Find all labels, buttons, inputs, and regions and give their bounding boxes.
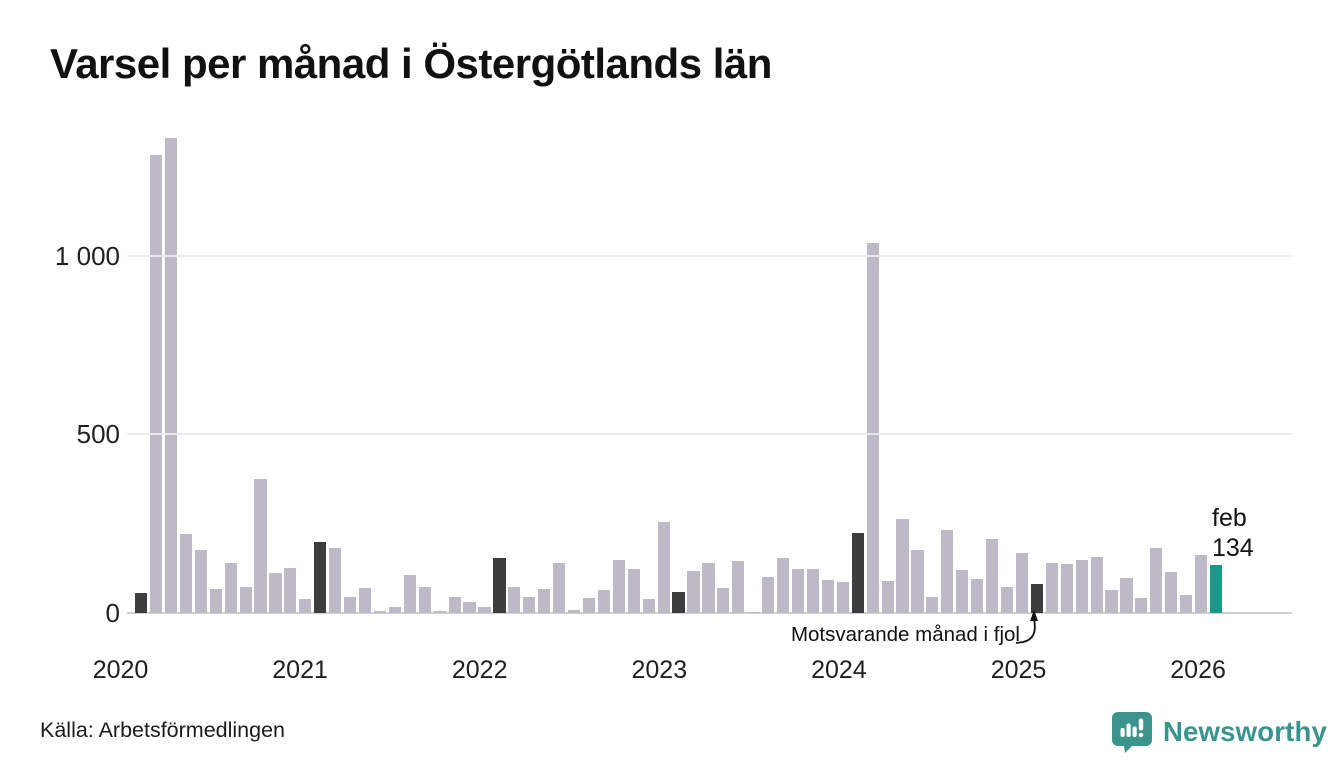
bar-month <box>433 610 446 613</box>
bar-month <box>149 155 163 613</box>
bar-month <box>463 601 476 613</box>
bar-month <box>1060 563 1073 613</box>
x-tick-label: 2021 <box>272 656 328 684</box>
newsworthy-logo-icon <box>1112 712 1152 753</box>
bar-month <box>821 580 834 613</box>
bar-month <box>1105 589 1118 613</box>
bar-month <box>1075 559 1088 613</box>
bar-month <box>358 587 372 613</box>
newsworthy-brand[interactable]: Newsworthy <box>1112 710 1327 754</box>
bar-month <box>508 586 521 613</box>
y-tick-label: 500 <box>76 419 120 450</box>
x-axis-line <box>127 612 1292 614</box>
bar-month <box>344 596 357 613</box>
bar-month <box>1120 577 1133 613</box>
bar-month <box>896 518 909 613</box>
bar-month <box>1135 598 1148 613</box>
y-tick-label: 0 <box>105 598 120 628</box>
bar-month <box>806 568 820 613</box>
bar-month <box>1015 552 1029 613</box>
bar-month <box>478 606 491 613</box>
bar-month <box>538 589 551 613</box>
annotation-previous-february: Motsvarande månad i fjol <box>790 623 1020 646</box>
x-tick-label: 2020 <box>92 656 149 684</box>
bar-month <box>986 539 999 613</box>
bar-month <box>254 478 267 613</box>
bar-month <box>553 562 566 613</box>
bar-month <box>941 530 954 613</box>
bar-previous-february <box>314 542 327 613</box>
bar-month <box>612 560 625 613</box>
x-tick-label: 2024 <box>811 656 867 684</box>
bar-month <box>284 568 297 613</box>
bar-month <box>866 242 879 613</box>
bar-month <box>836 582 849 613</box>
y-tick-label: 1 000 <box>54 240 120 271</box>
gridline <box>127 433 1292 436</box>
bar-month <box>194 550 207 613</box>
bar-month <box>657 521 670 613</box>
bar-month <box>329 547 342 613</box>
bar-month <box>776 557 790 613</box>
bar-month <box>597 590 611 613</box>
bar-month <box>956 570 969 613</box>
bar-current-month <box>1209 565 1223 613</box>
x-tick-label: 2026 <box>1170 656 1226 684</box>
bar-month <box>1180 595 1193 613</box>
bar-month <box>911 550 924 613</box>
annotation-arrow-icon <box>1015 610 1038 644</box>
bar-month <box>179 534 192 613</box>
bar-month <box>269 572 282 613</box>
chart-title: Varsel per månad i Östergötlands län <box>50 40 772 87</box>
bar-month <box>224 563 237 613</box>
bar-month <box>971 578 984 613</box>
bar-previous-february <box>1030 584 1043 613</box>
bar-month <box>926 597 939 613</box>
bar-previous-february <box>493 558 506 613</box>
bar-month <box>627 568 640 613</box>
bar-month <box>717 587 730 613</box>
bar-month <box>687 571 700 613</box>
bar-month <box>567 610 581 613</box>
bar-month <box>239 586 252 613</box>
bar-month <box>702 562 715 613</box>
bar-month <box>1090 556 1103 613</box>
bar-month <box>523 596 536 613</box>
bar-month <box>1195 555 1208 613</box>
source-credit: Källa: Arbetsförmedlingen <box>40 718 286 742</box>
bar-month <box>299 598 312 613</box>
x-tick-label: 2023 <box>631 656 688 684</box>
bar-month <box>747 611 760 613</box>
bar-month <box>642 599 655 613</box>
x-tick-label: 2025 <box>990 656 1047 684</box>
bar-month <box>1045 562 1058 613</box>
bar-month <box>1150 547 1163 613</box>
bar-month <box>762 577 775 613</box>
gridline <box>127 254 1292 257</box>
bar-month <box>1165 571 1178 613</box>
bar-previous-february <box>851 532 864 613</box>
bar-month <box>881 580 894 613</box>
bar-month <box>403 575 416 613</box>
bar-month <box>1000 586 1014 613</box>
bar-month <box>791 568 805 613</box>
bar-month <box>418 586 431 613</box>
newsworthy-brand-name: Newsworthy <box>1163 716 1327 747</box>
current-bar-label: feb 134 <box>1212 503 1254 563</box>
bar-month <box>373 611 387 613</box>
bar-month <box>448 596 461 613</box>
bar-month <box>582 597 596 613</box>
x-tick-label: 2022 <box>451 656 508 684</box>
current-value-text: 134 <box>1212 534 1254 562</box>
bar-previous-february <box>135 592 148 613</box>
bar-month <box>209 589 222 613</box>
bar-month <box>388 606 401 613</box>
bar-month <box>164 137 178 613</box>
bar-previous-february <box>672 591 685 613</box>
bar-month <box>732 560 745 613</box>
current-month-text: feb <box>1212 504 1247 532</box>
